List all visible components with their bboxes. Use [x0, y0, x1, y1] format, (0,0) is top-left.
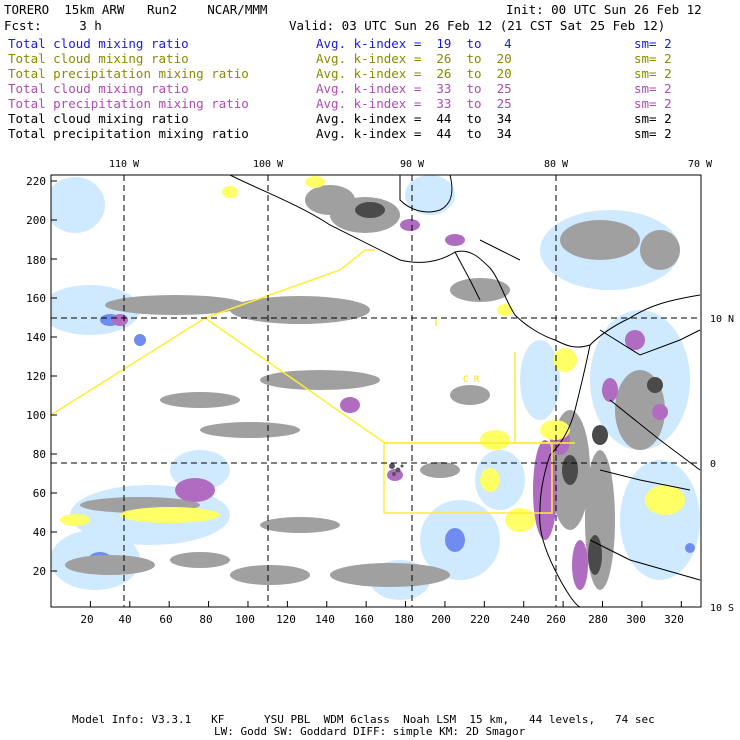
y-tick-label: 200	[26, 214, 46, 227]
x-tick-label: 280	[588, 613, 608, 626]
y-tick-label: 40	[33, 526, 46, 539]
x-tick-label: 20	[80, 613, 93, 626]
legend-sm-6: sm= 2	[634, 111, 672, 126]
legend-kindex-3: Avg. k-index = 26 to 20	[316, 66, 512, 81]
legend-field-3: Total precipitation mixing ratio	[8, 66, 249, 81]
x-tick-label: 80	[199, 613, 212, 626]
legend-kindex-1: Avg. k-index = 19 to 4	[316, 36, 512, 51]
valid-time: Valid: 03 UTC Sun 26 Feb 12 (21 CST Sat …	[289, 18, 666, 33]
legend-sm-2: sm= 2	[634, 51, 672, 66]
legend-sm-1: sm= 2	[634, 36, 672, 51]
y-tick-label: 180	[26, 254, 46, 267]
legend-kindex-4: Avg. k-index = 33 to 25	[316, 81, 512, 96]
x-tick-label: 220	[470, 613, 490, 626]
legend-sm-7: sm= 2	[634, 126, 672, 141]
y-tick-label: 20	[33, 565, 46, 578]
legend-kindex-2: Avg. k-index = 26 to 20	[316, 51, 512, 66]
legend-field-1: Total cloud mixing ratio	[8, 36, 189, 51]
legend-field-4: Total cloud mixing ratio	[8, 81, 189, 96]
x-tick-label: 320	[664, 613, 684, 626]
lon-label: 100 W	[253, 159, 284, 170]
model-info-line2: LW: Godd SW: Goddard DIFF: simple KM: 2D…	[214, 725, 526, 738]
y-tick-label: 220	[26, 175, 46, 188]
legend-kindex-5: Avg. k-index = 33 to 25	[316, 96, 512, 111]
plot-frame	[50, 174, 702, 608]
region-label: C R	[463, 375, 480, 385]
legend-kindex-7: Avg. k-index = 44 to 34	[316, 126, 512, 141]
lat-lon-grid	[51, 175, 701, 607]
legend-sm-3: sm= 2	[634, 66, 672, 81]
x-tick-label: 180	[394, 613, 414, 626]
model-info-line1: Model Info: V3.3.1 KF YSU PBL WDM 6class…	[72, 713, 655, 726]
x-tick-marks	[50, 601, 682, 607]
init-time: Init: 00 UTC Sun 26 Feb 12	[506, 2, 702, 17]
legend-field-6: Total cloud mixing ratio	[8, 111, 189, 126]
x-tick-label: 260	[546, 613, 566, 626]
x-tick-label: 200	[431, 613, 451, 626]
y-tick-labels: 220 200 180 160 140 120 100 80 60 40 20	[26, 175, 46, 578]
x-tick-label: 160	[354, 613, 374, 626]
coastlines	[229, 175, 701, 607]
x-tick-labels: 20 40 60 80 100 120 140 160 180 200 220 …	[80, 613, 684, 626]
lon-label: 110 W	[109, 159, 140, 170]
x-tick-label: 300	[626, 613, 646, 626]
latitude-labels: 10 N 0 10 S	[710, 314, 734, 614]
legend-field-5: Total precipitation mixing ratio	[8, 96, 249, 111]
lat-label: 10 S	[710, 603, 734, 614]
y-tick-label: 100	[26, 409, 46, 422]
legend-kindex-6: Avg. k-index = 44 to 34	[316, 111, 512, 126]
galapagos-islands	[389, 463, 404, 476]
forecast-hour: Fcst: 3 h	[4, 18, 102, 33]
y-tick-label: 140	[26, 331, 46, 344]
lon-label: 70 W	[688, 159, 713, 170]
flight-tracks	[50, 249, 575, 514]
y-tick-label: 160	[26, 292, 46, 305]
y-tick-label: 60	[33, 487, 46, 500]
legend-field-2: Total cloud mixing ratio	[8, 51, 189, 66]
legend-sm-5: sm= 2	[634, 96, 672, 111]
forecast-field-layer	[51, 175, 700, 600]
y-tick-label: 120	[26, 370, 46, 383]
lon-label: 80 W	[544, 159, 569, 170]
x-tick-label: 240	[510, 613, 530, 626]
x-tick-label: 140	[315, 613, 335, 626]
x-tick-label: 60	[159, 613, 172, 626]
legend-field-7: Total precipitation mixing ratio	[8, 126, 249, 141]
legend-sm-4: sm= 2	[634, 81, 672, 96]
x-tick-label: 40	[118, 613, 131, 626]
x-tick-label: 120	[276, 613, 296, 626]
purple-precip-areas	[112, 219, 668, 590]
y-tick-label: 80	[33, 448, 46, 461]
lat-label: 0	[710, 459, 716, 470]
longitude-labels: 110 W 100 W 90 W 80 W 70 W	[109, 159, 713, 170]
lat-label: 10 N	[710, 314, 734, 325]
x-tick-label: 100	[235, 613, 255, 626]
model-title: TORERO 15km ARW Run2 NCAR/MMM	[4, 2, 268, 17]
yellow-cloud-areas	[60, 176, 685, 532]
y-tick-marks	[51, 180, 57, 572]
lon-label: 90 W	[400, 159, 425, 170]
dark-cloud-cores	[355, 202, 663, 575]
